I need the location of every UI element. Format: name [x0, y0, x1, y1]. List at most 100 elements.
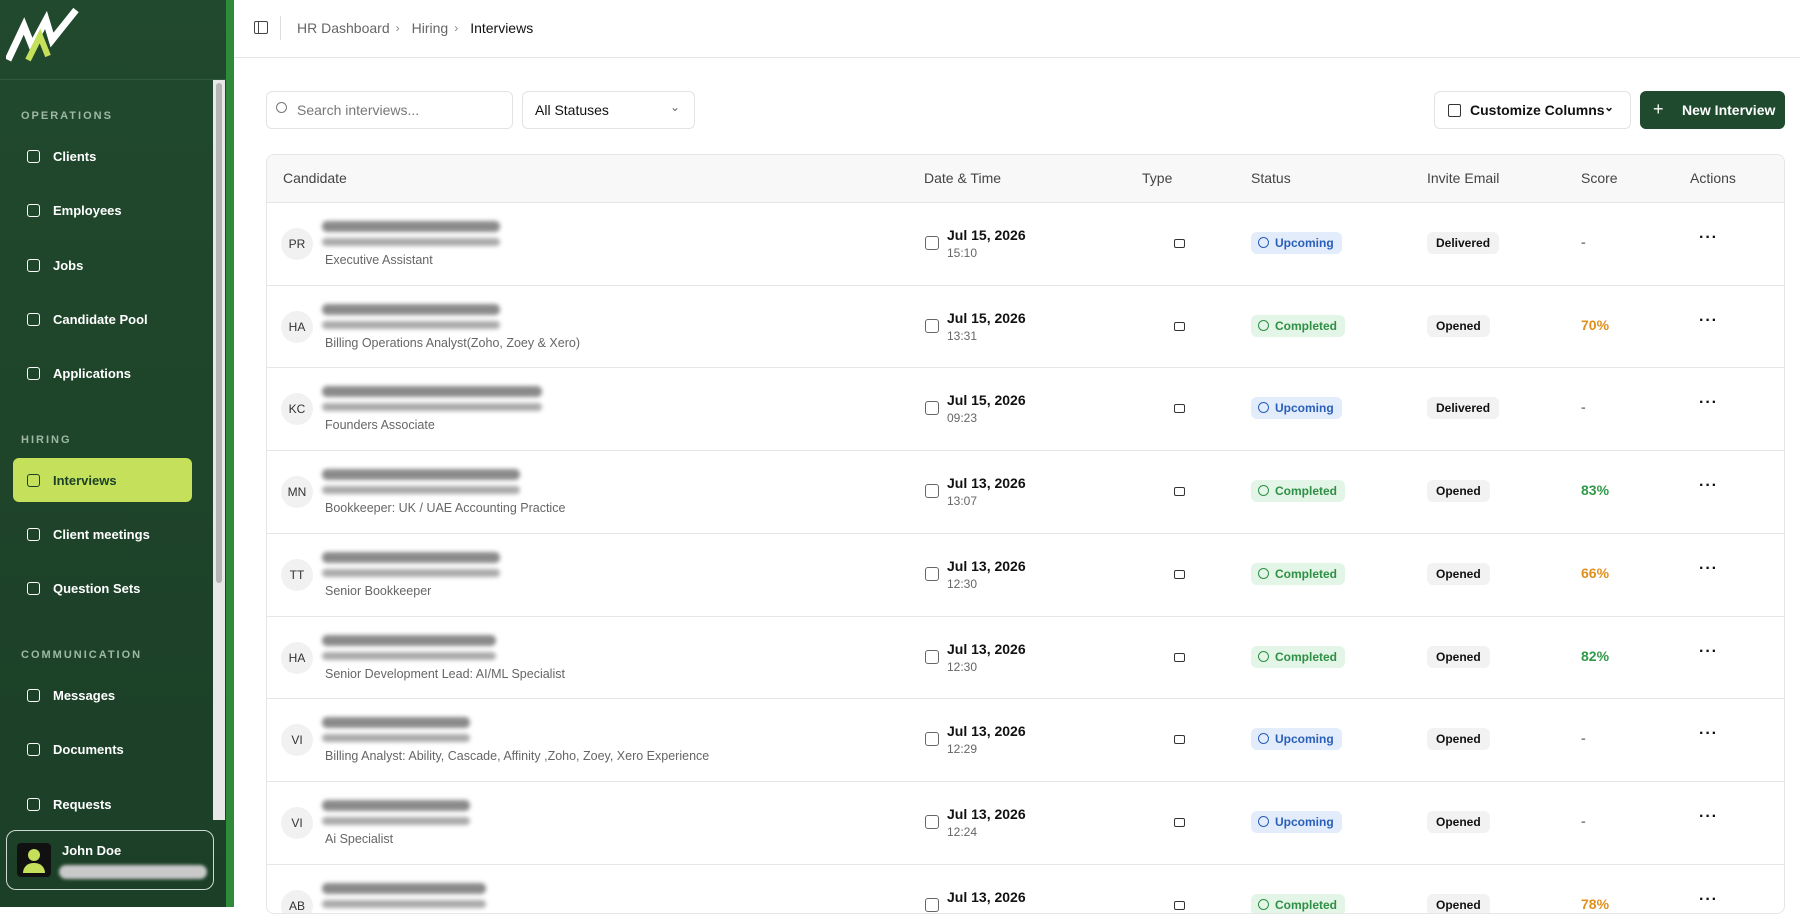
table-row[interactable]: AB Jul 13, 2026 Completed Opened 78% ···: [267, 863, 1784, 913]
sidebar-toggle[interactable]: [254, 21, 268, 34]
nav-icon: [27, 797, 40, 811]
calendar-icon: [925, 566, 939, 581]
candidate-initials: TT: [281, 558, 313, 591]
avatar: [17, 843, 51, 877]
user-card[interactable]: John Doe: [6, 830, 214, 890]
candidate-name-redacted: [322, 551, 500, 563]
candidate-initials: VI: [281, 806, 313, 839]
nav-label: Messages: [53, 687, 116, 703]
job-role: Bookkeeper: UK / UAE Accounting Practice: [325, 501, 566, 516]
candidate-name-redacted: [322, 386, 542, 398]
table-row[interactable]: TT Senior Bookkeeper Jul 13, 2026 12:30 Comp…: [267, 532, 1784, 616]
interview-time: 12:24: [947, 824, 978, 839]
interview-date: Jul 13, 2026: [947, 805, 1026, 822]
divider: [280, 16, 281, 40]
video-icon: [1174, 817, 1185, 827]
nav-item[interactable]: Jobs: [13, 243, 192, 287]
nav-label: Question Sets: [53, 580, 141, 596]
candidate-name-redacted: [322, 882, 486, 894]
interview-date: Jul 13, 2026: [947, 888, 1026, 905]
actions-menu[interactable]: ···: [1699, 890, 1718, 908]
user-email-redacted: [59, 865, 207, 879]
nav-icon: [27, 366, 40, 380]
sidebar: OPERATIONS Clients Employees Jobs Candidate …: [0, 0, 234, 907]
nav-item[interactable]: Messages: [13, 673, 192, 717]
candidate-initials: MN: [281, 476, 313, 509]
candidate-initials: PR: [281, 228, 313, 260]
actions-menu[interactable]: ···: [1699, 394, 1718, 412]
nav-item[interactable]: Candidate Pool: [13, 297, 192, 341]
invite-status: Opened: [1427, 480, 1490, 503]
video-icon: [1174, 652, 1185, 662]
nav-label: Requests: [53, 796, 112, 812]
job-role: Senior Bookkeeper: [325, 583, 432, 598]
section-title: OPERATIONS: [21, 110, 113, 122]
interview-date: Jul 13, 2026: [947, 475, 1026, 492]
actions-menu[interactable]: ···: [1699, 311, 1718, 329]
candidate-email-redacted: [322, 403, 542, 412]
status-filter-label: All Statuses: [535, 102, 609, 118]
breadcrumb-item[interactable]: Hiring: [411, 20, 449, 36]
calendar-icon: [925, 732, 939, 747]
search-box[interactable]: Search interviews...: [266, 91, 513, 129]
table-row[interactable]: MN Bookkeeper: UK / UAE Accounting Practi…: [267, 450, 1784, 533]
breadcrumb-item[interactable]: HR Dashboard: [297, 20, 390, 36]
nav-item[interactable]: Documents: [13, 727, 192, 771]
nav-item[interactable]: Clients: [13, 134, 192, 178]
actions-menu[interactable]: ···: [1699, 807, 1718, 825]
table-row[interactable]: HA Senior Development Lead: AI/ML Special…: [267, 615, 1784, 699]
interview-time: 09:23: [947, 411, 978, 426]
main: HR Dashboard › Hiring › Interviews: [234, 0, 1800, 907]
breadcrumb-separator: ›: [454, 21, 459, 35]
table-row[interactable]: PR Executive Assistant Jul 15, 2026 15:10 Up…: [267, 202, 1784, 285]
status-badge: Completed: [1251, 480, 1346, 503]
actions-menu[interactable]: ···: [1699, 477, 1718, 495]
nav-item[interactable]: Interviews: [13, 458, 192, 502]
user-name: John Doe: [62, 843, 122, 858]
column-header: Actions: [1690, 170, 1736, 186]
candidate-initials: KC: [281, 393, 313, 426]
candidate-email-redacted: [322, 816, 470, 825]
job-role: Ai Specialist: [325, 831, 394, 846]
calendar-icon: [925, 318, 939, 333]
interview-time: 13:07: [947, 494, 978, 509]
video-icon: [1174, 900, 1185, 910]
actions-menu[interactable]: ···: [1699, 229, 1718, 246]
nav-label: Employees: [53, 202, 122, 218]
table-row[interactable]: HA Billing Operations Analyst(Zoho, Zoey …: [267, 284, 1784, 368]
actions-menu[interactable]: ···: [1699, 559, 1718, 577]
score: -: [1581, 234, 1586, 250]
score: -: [1581, 399, 1586, 416]
interviews-table: Candidate Date & Time Type Status Invite Ema…: [266, 154, 1785, 914]
interview-date: Jul 13, 2026: [947, 557, 1026, 574]
candidate-email-redacted: [322, 486, 520, 495]
actions-menu[interactable]: ···: [1699, 725, 1718, 743]
nav-item[interactable]: Question Sets: [13, 566, 192, 610]
calendar-icon: [925, 484, 939, 499]
status-badge: Completed: [1251, 645, 1346, 668]
score: 82%: [1581, 647, 1610, 664]
table-row[interactable]: KC Founders Associate Jul 15, 2026 09:23 Upc…: [267, 367, 1784, 450]
status-badge: Upcoming: [1251, 728, 1342, 751]
nav-label: Interviews: [53, 472, 117, 488]
table-row[interactable]: VI Billing Analyst: Ability, Cascade, Aff…: [267, 698, 1784, 781]
nav-icon: [27, 688, 40, 702]
column-header: Invite Email: [1427, 170, 1500, 186]
nav-item[interactable]: Employees: [13, 188, 192, 232]
column-header: Type: [1142, 170, 1173, 186]
score: 83%: [1581, 482, 1610, 499]
status-filter[interactable]: All Statuses ⌄: [522, 91, 695, 129]
nav-item[interactable]: Client meetings: [13, 512, 192, 556]
status-badge: Upcoming: [1251, 397, 1342, 420]
customize-columns-button[interactable]: Customize Columns ⌄: [1434, 91, 1631, 129]
score: -: [1581, 730, 1586, 747]
nav-item[interactable]: Requests: [13, 782, 192, 826]
table-row[interactable]: VI Ai Specialist Jul 13, 2026 12:24 Upcoming…: [267, 780, 1784, 864]
new-interview-button[interactable]: + New Interview: [1640, 91, 1785, 129]
actions-menu[interactable]: ···: [1699, 642, 1718, 660]
nav-label: Client meetings: [53, 526, 150, 542]
nav-item[interactable]: Applications: [13, 351, 192, 395]
candidate-name-redacted: [322, 634, 496, 646]
status-badge: Completed: [1251, 314, 1346, 337]
